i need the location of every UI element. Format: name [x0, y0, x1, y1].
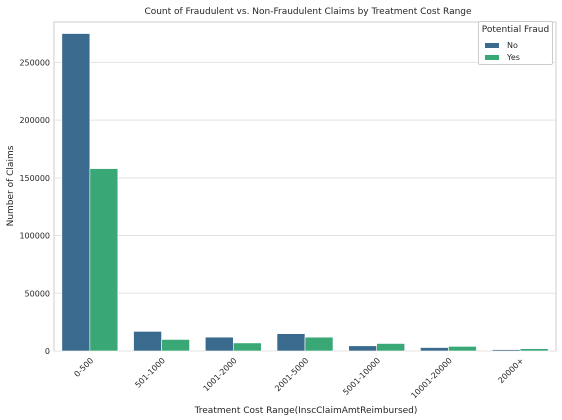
bar-no-20000+: [491, 349, 521, 352]
bar-yes-2001-5000: [304, 336, 334, 352]
bar-no-10001-20000: [420, 347, 449, 352]
legend-swatch-no: [485, 42, 499, 48]
legend-item-no: No: [485, 40, 518, 50]
bar-yes-20000+: [519, 348, 549, 352]
y-tick-label: 200000: [19, 116, 50, 125]
y-tick-label: 250000: [19, 58, 50, 67]
x-tick-label: 0-500: [72, 356, 95, 379]
x-tick-label: 20000+: [496, 356, 525, 385]
x-tick-label: 1001-2000: [201, 356, 238, 393]
y-tick-label: 50000: [25, 289, 50, 298]
bar-yes-10001-20000: [448, 346, 477, 352]
y-tick-label: 150000: [19, 174, 50, 183]
y-axis-label: Number of Claims: [6, 145, 16, 226]
legend-label-no: No: [507, 40, 518, 50]
bar-no-1001-2000: [204, 336, 234, 352]
bar-yes-501-1000: [161, 339, 190, 352]
legend-title: Potential Fraud: [481, 25, 550, 35]
x-tick-labels: 0-500 501-1000 1001-2000 2001-5000 5001-1000…: [72, 356, 525, 400]
x-axis-label: Treatment Cost Range(InscClaimAmtReimbur…: [194, 406, 418, 416]
x-tick-label: 5001-10000: [341, 356, 382, 397]
x-tick-label: 501-1000: [133, 356, 167, 390]
bar-yes-0-500: [89, 168, 119, 352]
y-tick-label: 100000: [19, 232, 50, 241]
bar-yes-5001-10000: [376, 343, 406, 352]
legend: Potential Fraud No Yes: [478, 21, 553, 65]
bar-yes-1001-2000: [232, 342, 262, 352]
legend-label-yes: Yes: [507, 52, 520, 62]
chart-title: Count of Fraudulent vs. Non-Fraudulent C…: [144, 7, 472, 17]
plot-area: [53, 21, 557, 352]
bars: [61, 33, 549, 352]
y-tick-label: 0: [45, 347, 50, 356]
x-tick-label: 2001-5000: [273, 356, 310, 393]
y-tick-labels: 0 50000 100000 150000 200000 250000: [19, 58, 50, 356]
bar-no-0-500: [61, 33, 91, 352]
legend-swatch-yes: [485, 54, 499, 60]
x-tick-label: 10001-20000: [409, 356, 453, 400]
legend-item-yes: Yes: [485, 52, 520, 62]
bar-no-501-1000: [133, 331, 162, 352]
bar-no-2001-5000: [276, 333, 306, 352]
bar-no-5001-10000: [348, 345, 378, 352]
